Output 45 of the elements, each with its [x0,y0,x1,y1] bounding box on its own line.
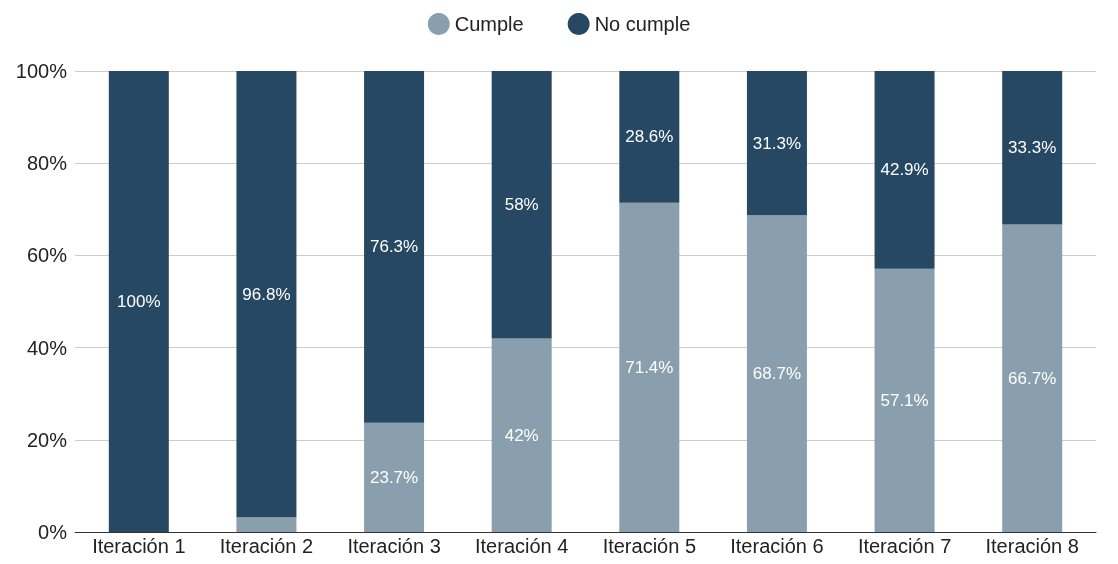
bar [746,215,807,532]
data-label: 66.7% [1008,368,1057,388]
data-label: 42% [504,425,539,445]
y-tick-label: 60% [26,244,68,267]
data-label: 33.3% [1008,138,1057,158]
y-tick-label: 80% [26,152,68,175]
bar [236,517,297,532]
y-tick-label: 100% [15,60,68,82]
bar [236,71,297,518]
data-label: 31.3% [752,133,802,153]
x-tick-label: Iteración 7 [857,535,952,557]
y-tick-label: 0% [38,521,68,543]
y-tick-label: 40% [26,336,68,359]
data-label: 42.9% [880,160,929,180]
bar [874,268,935,532]
bar [874,71,935,269]
data-label: 58% [504,195,539,215]
x-tick-label: Iteración 1 [92,535,186,557]
data-label: 28.6% [625,127,674,147]
data-label: 68.7% [752,364,802,384]
bar [491,71,552,339]
x-tick-label: Iteración 4 [474,535,569,557]
x-tick-label: Iteración 8 [985,535,1079,557]
bar [108,71,169,532]
data-label: 100% [117,292,161,311]
data-label: 23.7% [369,467,419,487]
data-label: 71.4% [625,357,674,377]
bar [364,422,425,532]
legend-label: Cumple [454,13,524,35]
legend-label: No cumple [594,13,691,35]
x-tick-label: Iteración 3 [347,535,441,557]
bar [619,71,680,203]
bar [1002,71,1063,225]
data-label: 96.8% [242,284,291,304]
y-tick-label: 20% [26,428,68,451]
data-label: 76.3% [369,237,419,257]
data-label: 57.1% [880,390,929,410]
bar [491,338,552,532]
x-tick-label: Iteración 2 [219,535,314,557]
x-tick-label: Iteración 5 [602,535,697,557]
x-tick-label: Iteración 6 [730,535,824,557]
bar [1002,224,1063,532]
bar [619,202,680,532]
bar [364,71,425,423]
bar [746,71,807,216]
